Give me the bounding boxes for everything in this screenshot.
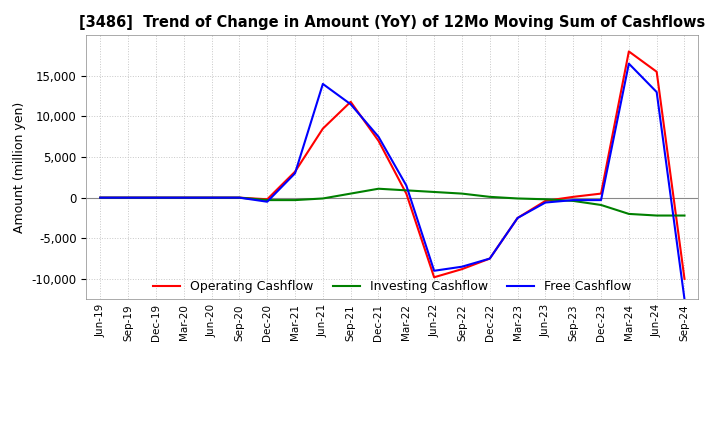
Investing Cashflow — [346, 191, 355, 196]
Investing Cashflow — [624, 211, 633, 216]
Free Cashflow — [207, 195, 216, 200]
Operating Cashflow — [680, 276, 689, 282]
Investing Cashflow — [569, 198, 577, 204]
Free Cashflow — [680, 297, 689, 302]
Operating Cashflow — [291, 169, 300, 174]
Free Cashflow — [179, 195, 188, 200]
Free Cashflow — [402, 183, 410, 188]
Operating Cashflow — [374, 138, 383, 143]
Investing Cashflow — [458, 191, 467, 196]
Free Cashflow — [346, 102, 355, 107]
Operating Cashflow — [458, 267, 467, 272]
Investing Cashflow — [597, 202, 606, 208]
Operating Cashflow — [597, 191, 606, 196]
Investing Cashflow — [124, 195, 132, 200]
Line: Operating Cashflow: Operating Cashflow — [100, 51, 685, 279]
Investing Cashflow — [430, 189, 438, 194]
Operating Cashflow — [513, 215, 522, 220]
Free Cashflow — [96, 195, 104, 200]
Free Cashflow — [124, 195, 132, 200]
Operating Cashflow — [652, 69, 661, 74]
Operating Cashflow — [263, 197, 271, 202]
Investing Cashflow — [541, 197, 550, 202]
Title: [3486]  Trend of Change in Amount (YoY) of 12Mo Moving Sum of Cashflows: [3486] Trend of Change in Amount (YoY) o… — [79, 15, 706, 30]
Operating Cashflow — [96, 195, 104, 200]
Free Cashflow — [597, 198, 606, 203]
Operating Cashflow — [152, 195, 161, 200]
Operating Cashflow — [207, 195, 216, 200]
Investing Cashflow — [291, 198, 300, 203]
Free Cashflow — [291, 171, 300, 176]
Investing Cashflow — [235, 195, 243, 200]
Investing Cashflow — [374, 186, 383, 191]
Investing Cashflow — [680, 213, 689, 218]
Free Cashflow — [235, 195, 243, 200]
Investing Cashflow — [652, 213, 661, 218]
Free Cashflow — [430, 268, 438, 273]
Free Cashflow — [263, 199, 271, 204]
Operating Cashflow — [318, 126, 327, 131]
Free Cashflow — [513, 215, 522, 220]
Free Cashflow — [485, 256, 494, 261]
Free Cashflow — [624, 61, 633, 66]
Line: Free Cashflow: Free Cashflow — [100, 64, 685, 299]
Investing Cashflow — [96, 195, 104, 200]
Investing Cashflow — [513, 196, 522, 201]
Free Cashflow — [569, 198, 577, 203]
Investing Cashflow — [263, 198, 271, 203]
Free Cashflow — [318, 81, 327, 87]
Operating Cashflow — [485, 256, 494, 261]
Line: Investing Cashflow: Investing Cashflow — [100, 189, 685, 216]
Free Cashflow — [652, 89, 661, 95]
Operating Cashflow — [541, 198, 550, 204]
Operating Cashflow — [430, 275, 438, 280]
Free Cashflow — [152, 195, 161, 200]
Free Cashflow — [458, 264, 467, 269]
Operating Cashflow — [402, 191, 410, 196]
Operating Cashflow — [569, 194, 577, 199]
Investing Cashflow — [179, 195, 188, 200]
Investing Cashflow — [152, 195, 161, 200]
Y-axis label: Amount (million yen): Amount (million yen) — [13, 102, 26, 233]
Free Cashflow — [374, 134, 383, 139]
Investing Cashflow — [318, 196, 327, 201]
Operating Cashflow — [346, 99, 355, 104]
Free Cashflow — [541, 200, 550, 205]
Operating Cashflow — [235, 195, 243, 200]
Operating Cashflow — [179, 195, 188, 200]
Investing Cashflow — [485, 194, 494, 199]
Operating Cashflow — [124, 195, 132, 200]
Investing Cashflow — [207, 195, 216, 200]
Operating Cashflow — [624, 49, 633, 54]
Legend: Operating Cashflow, Investing Cashflow, Free Cashflow: Operating Cashflow, Investing Cashflow, … — [148, 275, 636, 298]
Investing Cashflow — [402, 188, 410, 193]
